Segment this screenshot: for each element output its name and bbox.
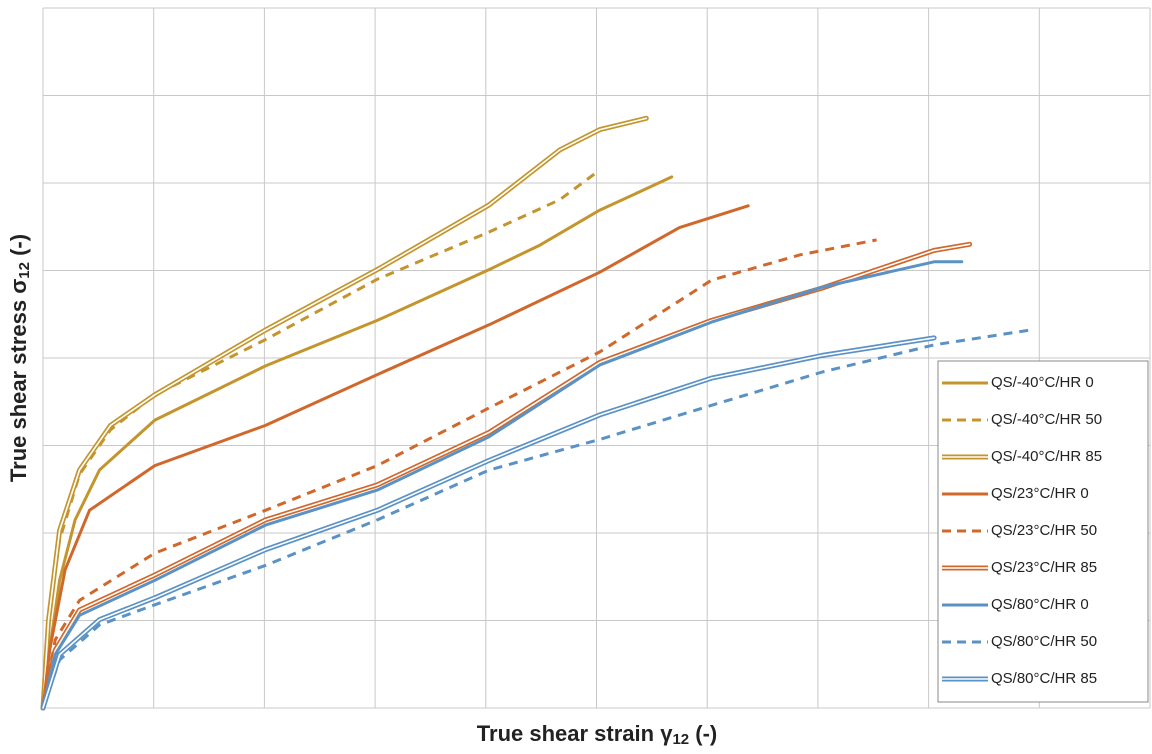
series xyxy=(40,335,937,711)
series-line xyxy=(41,328,1031,709)
legend: QS/-40°C/HR 0 QS/-40°C/HR 50 QS/-40°C/HR 8… xyxy=(937,360,1149,703)
series xyxy=(40,115,649,711)
y-title-suffix: (-) xyxy=(6,234,31,262)
legend-label: QS/80°C/HR 85 xyxy=(991,670,1097,687)
series-line xyxy=(41,204,750,710)
legend-label: QS/23°C/HR 0 xyxy=(991,485,1089,502)
legend-label: QS/-40°C/HR 50 xyxy=(991,411,1102,428)
y-title-text: True shear stress σ xyxy=(6,279,31,482)
x-title-suffix: (-) xyxy=(689,721,717,746)
series-line xyxy=(42,117,648,709)
series-line xyxy=(40,241,973,711)
series xyxy=(41,175,674,710)
y-axis-title: True shear stress σ12 (-) xyxy=(6,234,33,482)
series-line xyxy=(41,238,877,709)
series xyxy=(41,328,1031,709)
series-line xyxy=(42,337,935,709)
series-line xyxy=(41,170,599,709)
legend-label: QS/80°C/HR 50 xyxy=(991,633,1097,650)
series xyxy=(41,204,750,710)
series-line xyxy=(41,260,964,710)
legend-label: QS/-40°C/HR 0 xyxy=(991,374,1094,391)
series-line xyxy=(41,175,674,710)
legend-label: QS/23°C/HR 50 xyxy=(991,522,1097,539)
y-title-sub: 12 xyxy=(16,262,33,279)
series xyxy=(41,170,599,709)
x-title-text: True shear strain γ xyxy=(477,721,673,746)
series xyxy=(41,260,964,710)
series-line xyxy=(40,335,937,711)
x-title-sub: 12 xyxy=(672,731,689,748)
series-line xyxy=(42,243,971,709)
legend-label: QS/-40°C/HR 85 xyxy=(991,448,1102,465)
x-axis-title: True shear strain γ12 (-) xyxy=(477,721,717,748)
series xyxy=(41,238,877,709)
series xyxy=(40,241,973,711)
legend-label: QS/80°C/HR 0 xyxy=(991,596,1089,613)
legend-label: QS/23°C/HR 85 xyxy=(991,559,1097,576)
